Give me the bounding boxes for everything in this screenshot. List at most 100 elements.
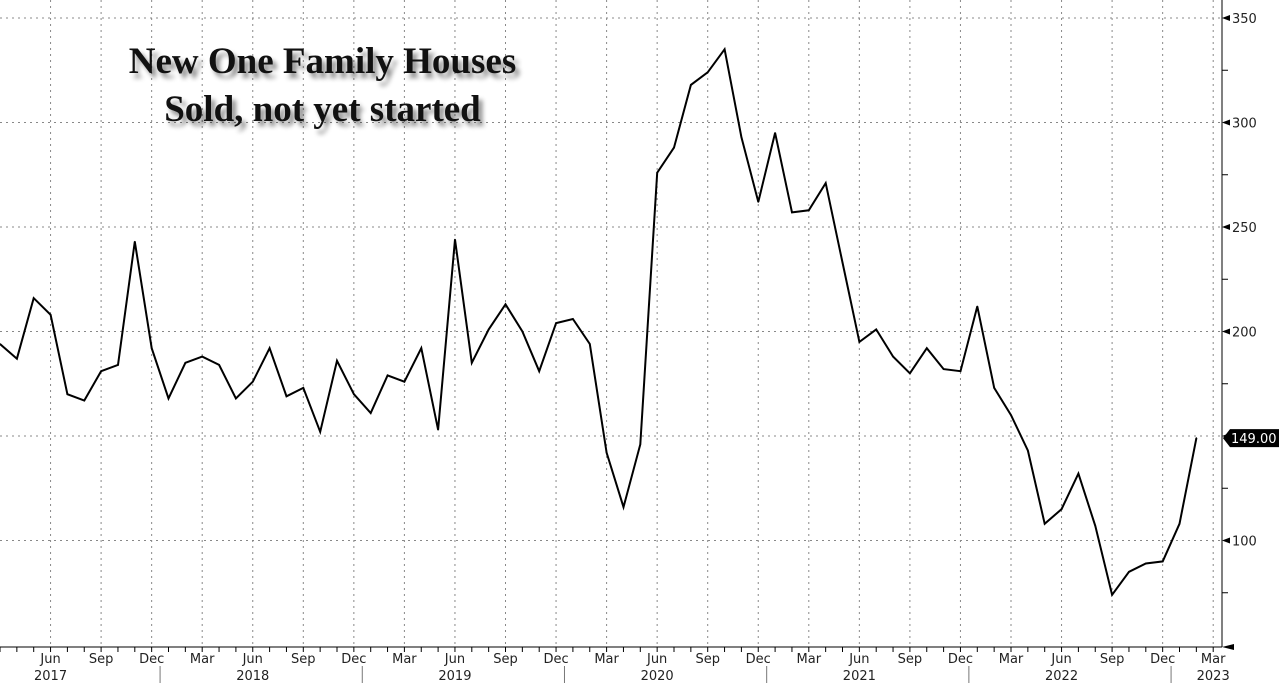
data-point xyxy=(1111,594,1113,596)
data-point xyxy=(521,330,524,333)
data-point xyxy=(16,357,18,360)
last-value-label: 149.00 xyxy=(1231,432,1277,447)
data-point xyxy=(302,387,305,389)
x-tick-label: Sep xyxy=(695,652,720,667)
data-point xyxy=(251,380,254,383)
x-tick-label: Mar xyxy=(797,652,822,667)
data-point xyxy=(32,297,35,299)
data-point xyxy=(1128,571,1130,573)
data-point xyxy=(268,347,271,350)
axes xyxy=(0,0,1234,683)
data-point xyxy=(774,132,776,134)
data-point xyxy=(791,211,793,214)
x-tick-label: Mar xyxy=(1201,652,1226,667)
data-point xyxy=(1077,472,1080,475)
data-point xyxy=(386,374,389,377)
data-point xyxy=(471,362,473,364)
data-point xyxy=(892,355,894,358)
data-point xyxy=(723,48,726,51)
data-point xyxy=(1094,525,1097,527)
x-tick-label: Dec xyxy=(746,652,771,667)
data-point xyxy=(1178,522,1181,525)
y-tick-marker xyxy=(1222,537,1230,544)
data-point xyxy=(420,347,423,350)
x-tick-label: Sep xyxy=(898,652,923,667)
series-line xyxy=(0,46,1198,598)
y-tick-label: 300 xyxy=(1232,117,1257,132)
x-tick-label: Dec xyxy=(139,652,164,667)
year-label: 2022 xyxy=(1045,669,1078,683)
data-point xyxy=(117,364,119,366)
data-point xyxy=(1027,449,1029,452)
data-point xyxy=(909,372,911,375)
last-value-badge xyxy=(1223,429,1279,448)
data-point xyxy=(555,322,557,324)
tick-labels: 350 300 250 200 100 Jun Sep Dec Mar Jun Sep Dec Mar J… xyxy=(34,12,1279,683)
data-point xyxy=(925,347,928,350)
data-point xyxy=(134,240,136,243)
x-tick-label: Dec xyxy=(341,652,366,667)
axis-arrow xyxy=(1222,644,1234,650)
x-tick-label: Mar xyxy=(392,652,417,667)
x-tick-label: Jun xyxy=(848,652,869,667)
data-point xyxy=(150,347,153,350)
x-tick-label: Jun xyxy=(39,652,60,667)
y-tick-marker xyxy=(1222,15,1230,21)
year-label: 2019 xyxy=(438,669,471,683)
x-tick-label: Dec xyxy=(543,652,568,667)
data-point xyxy=(706,71,709,74)
year-label: 2020 xyxy=(641,669,674,683)
data-point xyxy=(942,368,945,370)
data-point xyxy=(487,328,490,331)
data-point xyxy=(1161,560,1164,563)
data-point xyxy=(100,370,102,373)
data-point xyxy=(538,370,540,373)
data-point xyxy=(1060,508,1063,510)
data-point xyxy=(218,364,220,366)
series xyxy=(0,46,1198,598)
x-tick-label: Sep xyxy=(493,652,518,667)
data-point xyxy=(757,201,760,203)
data-point xyxy=(639,443,642,446)
x-tick-label: Mar xyxy=(594,652,619,667)
data-point xyxy=(824,182,827,184)
y-tick-label: 200 xyxy=(1232,326,1257,341)
data-point xyxy=(993,387,995,389)
data-point xyxy=(841,261,844,264)
title-line-2: Sold, not yet started xyxy=(164,89,481,130)
x-tick-label: Mar xyxy=(999,652,1024,667)
data-point xyxy=(959,370,962,373)
data-point xyxy=(454,238,456,241)
year-label: 2021 xyxy=(843,669,876,683)
x-tick-label: Jun xyxy=(646,652,667,667)
data-point xyxy=(875,328,877,331)
x-tick-label: Jun xyxy=(242,652,263,667)
data-point xyxy=(437,428,439,431)
data-point xyxy=(336,359,338,362)
data-point xyxy=(319,431,321,433)
y-tick-marker xyxy=(1222,119,1230,126)
data-point xyxy=(1010,414,1012,416)
x-tick-label: Jun xyxy=(1050,652,1071,667)
data-point xyxy=(858,341,861,343)
data-point xyxy=(353,393,355,396)
data-point xyxy=(572,318,574,320)
data-point xyxy=(49,313,52,316)
data-point xyxy=(622,506,625,508)
y-tick-marker xyxy=(1222,224,1230,230)
x-tick-label: Sep xyxy=(1100,652,1125,667)
data-point xyxy=(673,146,675,149)
x-tick-label: Jun xyxy=(444,652,465,667)
data-point xyxy=(1043,522,1046,525)
year-label: 2017 xyxy=(34,669,67,683)
x-tick-label: Dec xyxy=(1150,652,1175,667)
data-point xyxy=(976,305,979,308)
data-point xyxy=(167,397,170,400)
title-line-1: New One Family Houses xyxy=(128,41,517,82)
data-point xyxy=(235,397,237,400)
y-tick-label: 250 xyxy=(1232,221,1257,236)
data-point xyxy=(605,451,608,454)
x-tick-label: Dec xyxy=(948,652,973,667)
y-tick-marker xyxy=(1222,328,1230,335)
